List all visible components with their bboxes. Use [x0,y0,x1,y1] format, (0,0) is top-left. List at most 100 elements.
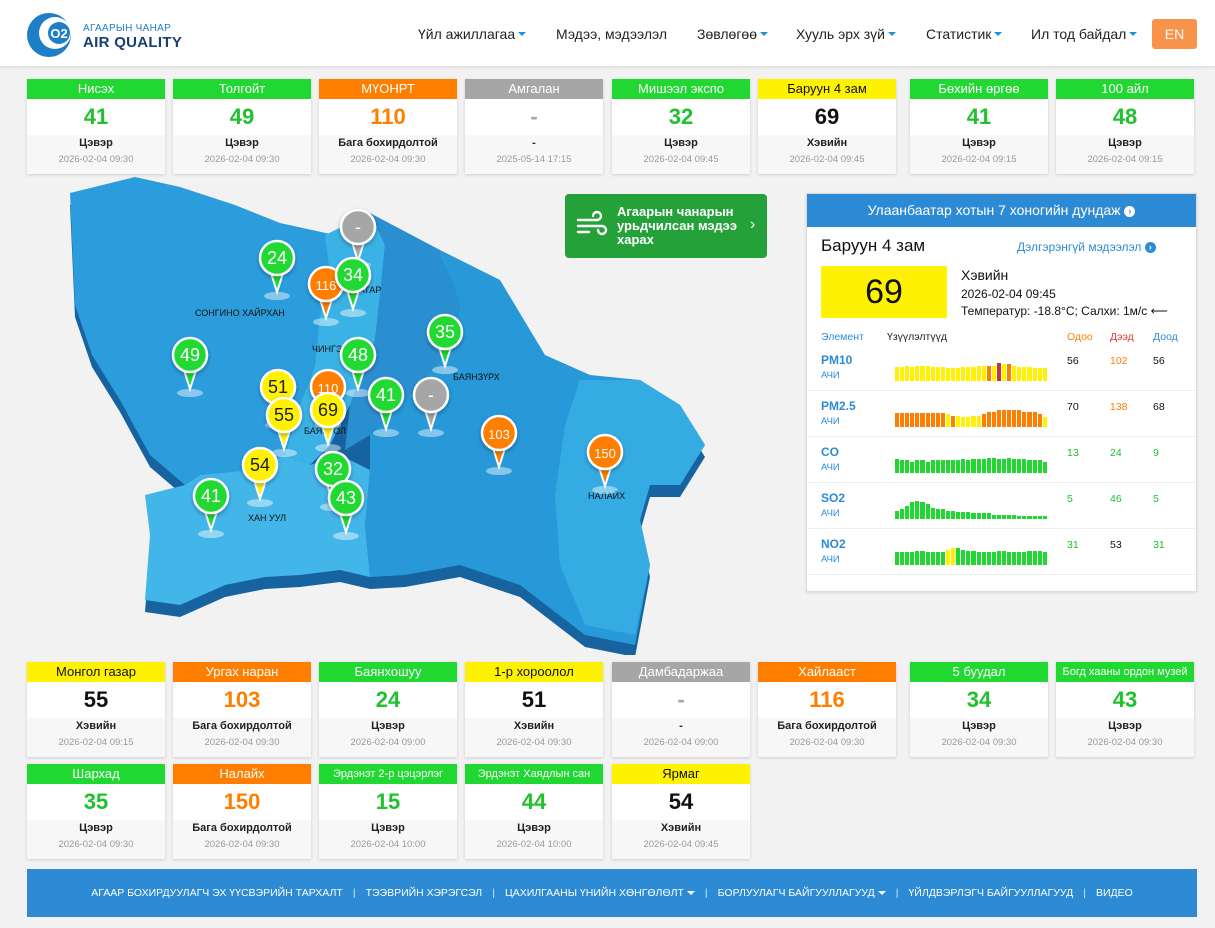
station-card[interactable]: Дамбадаржаа - -2026-02-04 09:00 [612,662,750,757]
trend-bar [1012,459,1017,473]
station-aqi: 150 [223,789,261,814]
trend-bar [951,511,956,519]
footer-label: ЦАХИЛГААНЫ ҮНИЙН ХӨНГӨЛӨЛТ [504,887,684,899]
footer-link-video[interactable]: ВИДЕО [1095,887,1133,899]
station-pin[interactable]: 35 [426,313,464,374]
nav-statistics[interactable]: Статистик [926,0,1003,67]
station-level: Цэвэр [910,718,1048,735]
station-pin[interactable]: 69 [309,391,347,452]
pin-value: 49 [180,345,200,365]
trend-bar [935,367,940,381]
station-pin[interactable]: 150 [586,433,624,494]
station-card[interactable]: Ургах наран 103 Бага бохирдолтой 2026-02-04… [173,662,311,757]
panel-header[interactable]: Улаанбаатар хотын 7 хоногийн дундаж › [807,194,1196,227]
station-level: Цэвэр [1056,718,1194,735]
panel-detail-link[interactable]: Дэлгэрэнгүй мэдээлэл › [1017,240,1156,254]
station-card[interactable]: Эрдэнэт Хаядлын сан 44 Цэвэр 2026-02-04 10:… [465,764,603,859]
divider: | [1083,887,1086,899]
station-card[interactable]: Шархад 35 Цэвэр 2026-02-04 09:30 [27,764,165,859]
trend-bar [940,460,945,473]
pollutant-row: PM2.5 АЧИ 70 138 68 [807,391,1196,437]
nav-law[interactable]: Хууль эрх зүй [796,0,896,67]
station-name: Баруун 4 зам [758,79,896,99]
station-card[interactable]: Баруун 4 зам 69 Хэвийн 2026-02-04 09:45 [758,79,896,174]
station-name: Амгалан [465,79,603,99]
chevron-down-icon [760,31,768,36]
trend-bar [956,460,961,473]
station-pin[interactable]: 41 [367,376,405,437]
station-pin[interactable]: 41 [192,477,230,538]
station-name: Шархад [27,764,165,784]
trend-bar [1001,410,1007,427]
station-pin[interactable]: 103 [480,414,518,475]
station-card[interactable]: Монгол газар 55 Хэвийн 2026-02-04 09:15 [27,662,165,757]
value-low: 31 [1153,539,1165,551]
station-pin[interactable]: 54 [241,446,279,507]
station-card[interactable]: Налайх 150 Бага бохирдолтой 2026-02-04 09:3… [173,764,311,859]
nav-activities[interactable]: Үйл ажиллагаа [418,0,527,67]
footer-link-sellers[interactable]: БОРЛУУЛАГЧ БАЙГУУЛЛАГУУД [718,887,886,899]
nav-news[interactable]: Мэдээ, мэдээлэл [556,0,667,67]
station-card[interactable]: Богд хааны ордон музей 43 Цэвэр 2026-02-04 … [1056,662,1194,757]
station-aqi: 35 [83,789,109,814]
station-card[interactable]: Ярмаг 54 Хэвийн 2026-02-04 09:45 [612,764,750,859]
station-name: Богд хааны ордон музей [1056,662,1194,682]
station-aqi: 69 [814,104,840,129]
pollutant-unit: АЧИ [821,462,840,473]
footer-link-vehicles[interactable]: ТЭЭВРИЙН ХЭРЭГСЭЛ [365,887,483,899]
trend-bar [935,460,940,473]
trend-bar [966,417,971,427]
trend-bar [900,460,905,473]
trend-bar [951,368,956,381]
forecast-button[interactable]: Агаарын чанарын урьдчилсан мэдээ харах › [565,194,767,258]
station-card[interactable]: Мишээл экспо 32 Цэвэр 2026-02-04 09:45 [612,79,750,174]
pin-value: 116 [316,278,337,293]
station-card[interactable]: 1-р хороолол 51 Хэвийн 2026-02-04 09:30 [465,662,603,757]
station-card[interactable]: Толгойт 49 Цэвэр 2026-02-04 09:30 [173,79,311,174]
station-time: 2026-02-04 09:30 [27,152,165,174]
station-card[interactable]: Амгалан - -2025-05-14 17:15 [465,79,603,174]
trend-bar [1012,410,1017,427]
station-level: Цэвэр [173,135,311,152]
station-pin[interactable]: 43 [327,479,365,540]
station-card[interactable]: 5 буудал 34 Цэвэр 2026-02-04 09:30 [910,662,1048,757]
language-button[interactable]: EN [1152,19,1197,49]
trend-bar [976,366,981,381]
station-name: 1-р хороолол [465,662,603,682]
station-level: Хэвийн [758,135,896,152]
forecast-text: Агаарын чанарын урьдчилсан мэдээ харах [617,204,738,247]
trend-bar [991,412,996,427]
station-card[interactable]: Эрдэнэт 2-р цэцэрлэг 15 Цэвэр 2026-02-04 10… [319,764,457,859]
footer-link-producers[interactable]: ҮЙЛДВЭРЛЭГЧ БАЙГУУЛЛАГУУД [908,887,1074,899]
station-card[interactable]: Хайлааст 116 Бага бохирдолтой 2026-02-04 09… [758,662,896,757]
station-card[interactable]: Бөхийн өргөө 41 Цэвэр 2026-02-04 09:15 [910,79,1048,174]
value-now: 5 [1067,493,1073,505]
station-pin[interactable]: - [412,376,450,437]
station-time: 2026-02-04 09:30 [173,152,311,174]
trend-bar [996,551,1001,565]
station-pin[interactable]: 55 [265,396,303,457]
station-card[interactable]: 100 айл 48 Цэвэр 2026-02-04 09:15 [1056,79,1194,174]
station-level: Цэвэр [1056,135,1194,152]
station-pin[interactable]: 34 [334,256,372,317]
station-card[interactable]: Баянхошуу 24 Цэвэр 2026-02-04 09:00 [319,662,457,757]
footer-link-electricity[interactable]: ЦАХИЛГААНЫ ҮНИЙН ХӨНГӨЛӨЛТ [505,887,695,899]
trend-bar [945,511,951,519]
trend-bar [1017,459,1022,473]
footer-link-sources[interactable]: АГААР БОХИРДУУЛАГЧ ЭХ ҮҮСВЭРИЙН ТАРХАЛТ [91,887,343,899]
nav-advice[interactable]: Зөвлөгөө [697,0,768,67]
trend-bar [940,509,945,519]
station-card[interactable]: Нисэх 41 Цэвэр 2026-02-04 09:30 [27,79,165,174]
station-pin[interactable]: 24 [258,239,296,300]
trend-bar [1001,459,1007,473]
pollutant-unit: АЧИ [821,508,840,519]
value-high: 46 [1110,493,1122,505]
station-pin[interactable]: 49 [171,336,209,397]
station-aqi: 43 [1112,687,1138,712]
nav-label: Статистик [926,25,992,42]
station-pin[interactable]: 48 [339,336,377,397]
site-logo[interactable]: O2 АГААРЫН ЧАНАР AIR QUALITY [26,11,226,59]
pin-value: 51 [268,377,288,397]
station-card[interactable]: МҮОНРТ 110 Бага бохирдолтой 2026-02-04 09:3… [319,79,457,174]
nav-transparency[interactable]: Ил тод байдал [1031,0,1138,67]
